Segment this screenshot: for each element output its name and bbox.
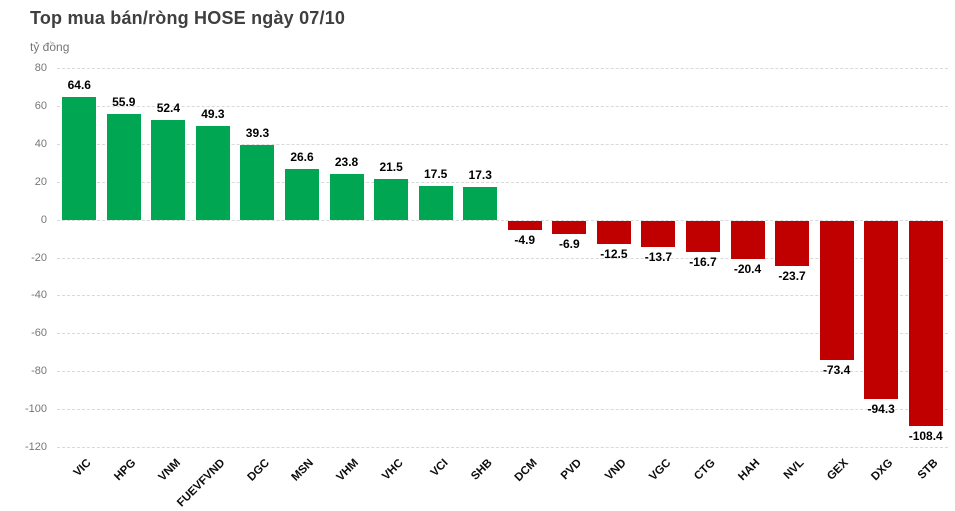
x-tick-label-text: STB xyxy=(915,457,941,482)
bar-value-label: 52.4 xyxy=(156,101,181,116)
gridline xyxy=(57,447,948,448)
x-tick-label-text: NVL xyxy=(781,457,807,482)
bar-vhm xyxy=(329,174,364,220)
gridline xyxy=(57,333,948,335)
x-tick-label-text: DXG xyxy=(869,457,896,484)
y-tick-label: -120 xyxy=(24,441,47,453)
x-tick-label-text: DCM xyxy=(512,457,540,485)
bar-value-label: -73.4 xyxy=(822,362,851,377)
y-tick-label: 60 xyxy=(34,99,47,112)
bar-nvl xyxy=(775,220,810,266)
bar-value-label: -6.9 xyxy=(558,236,580,251)
bar-value-label: 23.8 xyxy=(334,155,359,170)
bar-value-label: 64.6 xyxy=(67,78,91,93)
bar-vhc xyxy=(374,178,409,220)
bar-value-label: 49.3 xyxy=(201,107,225,122)
x-tick-label-text: VND xyxy=(602,457,629,483)
bar-value-label: 26.6 xyxy=(290,150,314,165)
y-tick-label: 0 xyxy=(40,213,47,226)
gridline xyxy=(57,257,948,259)
gridline xyxy=(57,409,948,411)
x-tick-label-text: VIC xyxy=(71,457,94,480)
bar-fuevfvnd xyxy=(195,126,230,220)
gridline xyxy=(57,219,948,221)
bar-value-label: -108.4 xyxy=(908,429,943,444)
x-tick-label-text: HAH xyxy=(735,457,763,484)
bar-dcm xyxy=(507,220,542,230)
x-tick-label-text: HPG xyxy=(112,457,139,484)
gridline xyxy=(57,68,948,69)
x-tick-label-text: VHC xyxy=(379,457,406,483)
bar-value-label: 55.9 xyxy=(112,94,136,109)
y-tick-label: -40 xyxy=(31,289,47,302)
bar-value-label: -12.5 xyxy=(600,247,628,262)
plot-area: 64.6 55.9 52.4 49.3 39.3 26.6 23.8 21.5 17.5 17.3… xyxy=(57,68,948,448)
x-tick-label-text: VNM xyxy=(156,457,183,484)
bar-vgc xyxy=(641,220,676,247)
bar-value-label: -16.7 xyxy=(689,255,717,270)
bar-value-label: -20.4 xyxy=(733,262,762,277)
bar-vci xyxy=(418,186,453,220)
y-tick-label: -100 xyxy=(24,403,47,416)
bar-shb xyxy=(463,186,498,220)
bar-ctg xyxy=(685,220,720,253)
bar-stb xyxy=(908,220,943,426)
y-tick-label: -60 xyxy=(31,327,47,340)
x-tick-label-text: CTG xyxy=(691,457,718,483)
gridline xyxy=(57,181,948,183)
bar-vic xyxy=(62,97,97,220)
bar-value-label: -23.7 xyxy=(778,268,806,283)
x-tick-label-text: MSN xyxy=(289,457,317,484)
x-tick-label-text: VGC xyxy=(646,457,673,484)
bar-msn xyxy=(285,169,320,220)
bar-value-label: 21.5 xyxy=(379,159,403,174)
bar-value-label: 17.3 xyxy=(468,167,492,182)
x-tick-label-text: DGC xyxy=(245,457,272,484)
bar-value-label: 17.5 xyxy=(423,167,448,182)
bar-hah xyxy=(730,220,765,260)
chart-title: Top mua bán/ròng HOSE ngày 07/10 xyxy=(30,8,346,28)
gridline xyxy=(57,371,948,373)
bar-vnm xyxy=(151,120,186,220)
gridline xyxy=(57,105,948,107)
bar-hpg xyxy=(106,113,141,220)
y-tick-label: 20 xyxy=(34,175,47,188)
bar-dxg xyxy=(864,220,899,400)
gridline xyxy=(57,143,948,145)
gridline xyxy=(57,295,948,297)
bar-pvd xyxy=(552,220,587,234)
x-tick-label-text: VCI xyxy=(428,457,451,480)
bar-value-label: -13.7 xyxy=(644,249,673,264)
bar-value-label: -4.9 xyxy=(514,232,536,247)
bar-gex xyxy=(819,220,854,360)
x-tick-label-text: PVD xyxy=(558,457,584,483)
bar-dgc xyxy=(240,145,275,220)
x-tick-label-text: SHB xyxy=(469,457,495,483)
bar-value-label: -94.3 xyxy=(867,402,895,417)
bar-vnd xyxy=(596,220,631,245)
y-tick-label: -80 xyxy=(31,365,47,378)
y-tick-label: 80 xyxy=(34,62,47,74)
y-tick-label: 40 xyxy=(34,137,47,150)
x-tick-label-text: VHM xyxy=(334,457,362,484)
bar-value-label: 39.3 xyxy=(245,126,270,141)
chart-unit-label: tỷ đồng xyxy=(30,40,70,54)
y-tick-label: -20 xyxy=(31,251,47,264)
x-tick-label-text: GEX xyxy=(825,457,852,483)
